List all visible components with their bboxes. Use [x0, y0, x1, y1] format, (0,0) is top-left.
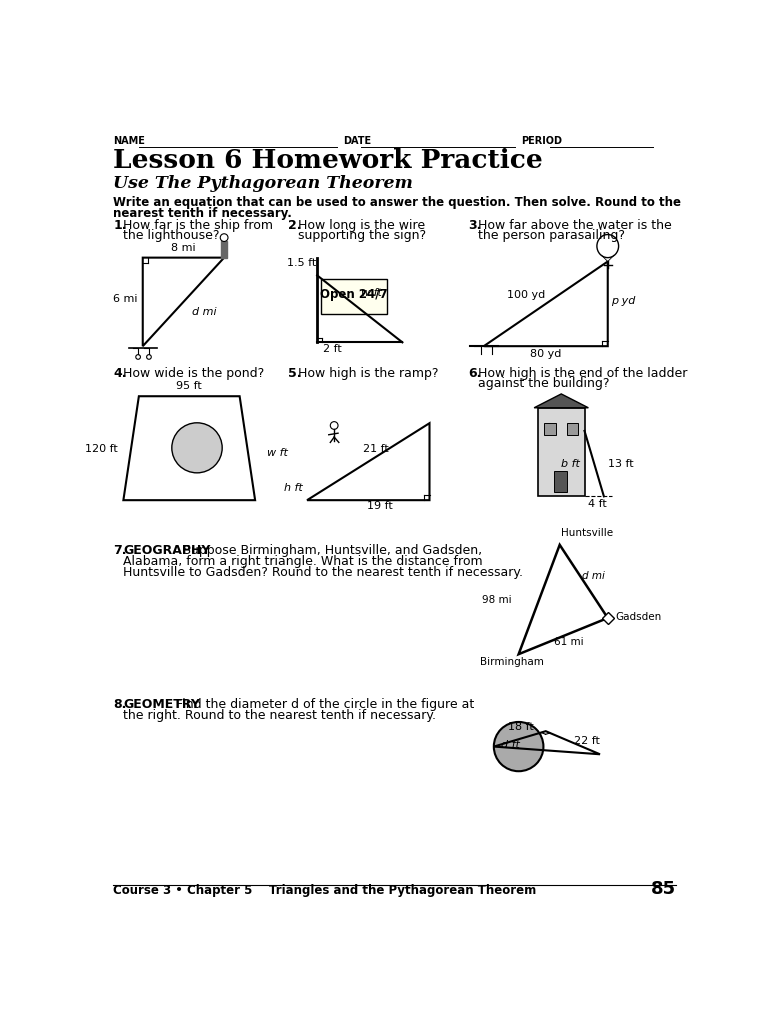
Text: Suppose Birmingham, Huntsville, and Gadsden,: Suppose Birmingham, Huntsville, and Gads… [176, 544, 483, 557]
Text: Alabama, form a right triangle. What is the distance from: Alabama, form a right triangle. What is … [123, 555, 483, 568]
Circle shape [494, 722, 544, 771]
Text: How high is the end of the ladder: How high is the end of the ladder [478, 367, 688, 380]
Text: w ft: w ft [266, 447, 288, 458]
Text: 1.5 ft: 1.5 ft [287, 258, 316, 268]
Text: against the building?: against the building? [478, 377, 610, 390]
Circle shape [220, 233, 228, 242]
Text: w ft: w ft [361, 288, 382, 298]
Text: 6.: 6. [468, 367, 481, 380]
Text: b ft: b ft [561, 459, 580, 469]
Text: h ft: h ft [283, 483, 303, 493]
Text: 3.: 3. [468, 219, 481, 232]
Text: 2 ft: 2 ft [323, 344, 342, 353]
Text: Huntsville: Huntsville [561, 527, 614, 538]
Text: How long is the wire: How long is the wire [298, 219, 425, 232]
Text: How far above the water is the: How far above the water is the [478, 219, 672, 232]
Text: Gadsden: Gadsden [615, 612, 661, 623]
Text: 80 yd: 80 yd [530, 349, 561, 359]
Text: 2.: 2. [288, 219, 301, 232]
Text: Open 24/7: Open 24/7 [320, 289, 387, 301]
Text: d mi: d mi [581, 571, 604, 582]
Text: Course 3 • Chapter 5    Triangles and the Pythagorean Theorem: Course 3 • Chapter 5 Triangles and the P… [113, 885, 537, 897]
Text: 4.: 4. [113, 367, 127, 380]
Text: supporting the sign?: supporting the sign? [298, 229, 426, 242]
Text: 18 ft: 18 ft [508, 722, 534, 731]
Text: DATE: DATE [343, 136, 371, 146]
Text: 95 ft: 95 ft [176, 381, 202, 390]
Ellipse shape [172, 423, 223, 473]
Polygon shape [534, 394, 588, 408]
Text: PERIOD: PERIOD [521, 136, 562, 146]
Text: 6 mi: 6 mi [113, 294, 138, 303]
Text: Huntsville to Gadsden? Round to the nearest tenth if necessary.: Huntsville to Gadsden? Round to the near… [123, 565, 524, 579]
Text: 98 mi: 98 mi [482, 595, 512, 605]
Text: the lighthouse?: the lighthouse? [123, 229, 220, 242]
Text: GEOGRAPHY: GEOGRAPHY [123, 544, 211, 557]
Text: How far is the ship from: How far is the ship from [123, 219, 273, 232]
Text: 21 ft: 21 ft [363, 444, 389, 455]
Text: NAME: NAME [113, 136, 146, 146]
Bar [554, 471, 567, 493]
Bar [321, 280, 387, 313]
Text: 120 ft: 120 ft [85, 443, 118, 454]
Bar [544, 423, 556, 435]
Text: GEOMETRY: GEOMETRY [123, 698, 200, 711]
Text: 8.: 8. [113, 698, 127, 711]
Text: 5.: 5. [288, 367, 301, 380]
Circle shape [146, 354, 151, 359]
Text: 85: 85 [651, 881, 676, 898]
Text: Write an equation that can be used to answer the question. Then solve. Round to : Write an equation that can be used to an… [113, 196, 681, 209]
Circle shape [136, 354, 140, 359]
Text: 19 ft: 19 ft [367, 502, 393, 511]
Text: d ft: d ft [501, 740, 521, 751]
Text: How high is the ramp?: How high is the ramp? [298, 367, 438, 380]
Text: Birmingham: Birmingham [480, 657, 544, 667]
Text: nearest tenth if necessary.: nearest tenth if necessary. [113, 207, 292, 220]
Bar [567, 423, 578, 435]
Text: 22 ft: 22 ft [574, 736, 600, 746]
Text: 1.: 1. [113, 219, 127, 232]
Text: 100 yd: 100 yd [507, 290, 545, 300]
Text: Find the diameter d of the circle in the figure at: Find the diameter d of the circle in the… [169, 698, 474, 711]
Text: p yd: p yd [611, 296, 635, 306]
Bar [221, 241, 227, 258]
Text: 4 ft: 4 ft [588, 499, 607, 509]
Text: the person parasailing?: the person parasailing? [478, 229, 625, 242]
Text: 8 mi: 8 mi [171, 244, 196, 254]
Text: Lesson 6 Homework Practice: Lesson 6 Homework Practice [113, 147, 543, 172]
Text: Use The Pythagorean Theorem: Use The Pythagorean Theorem [113, 175, 413, 193]
Text: 13 ft: 13 ft [608, 459, 634, 469]
Text: the right. Round to the nearest tenth if necessary.: the right. Round to the nearest tenth if… [123, 709, 437, 722]
Bar [538, 408, 584, 497]
Text: How wide is the pond?: How wide is the pond? [123, 367, 265, 380]
Text: 61 mi: 61 mi [554, 637, 584, 647]
Text: 7.: 7. [113, 544, 127, 557]
Text: d mi: d mi [192, 307, 217, 317]
